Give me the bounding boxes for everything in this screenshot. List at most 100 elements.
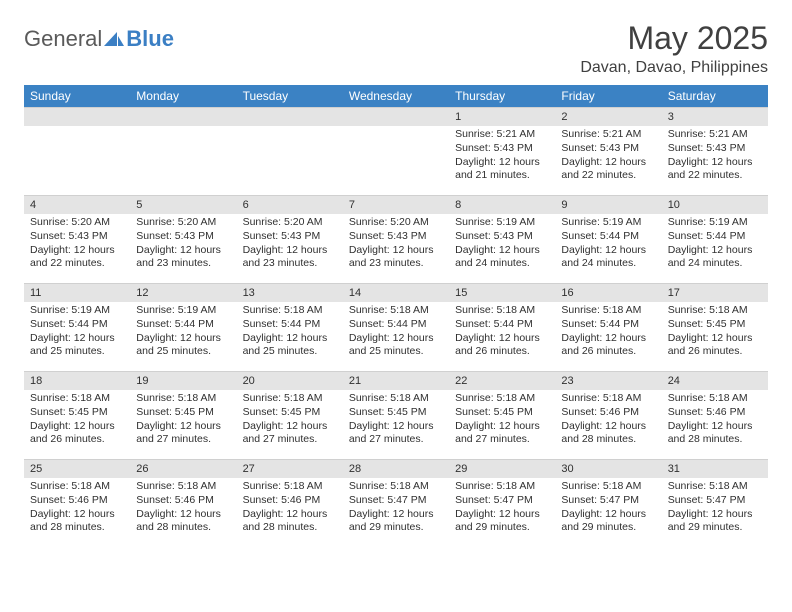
sunrise-line: Sunrise: 5:19 AM <box>561 216 655 230</box>
day-number-bar: 13 <box>237 283 343 302</box>
calendar-page: General Blue May 2025 Davan, Davao, Phil… <box>0 0 792 612</box>
day-content: Sunrise: 5:19 AMSunset: 5:44 PMDaylight:… <box>24 302 130 363</box>
sunrise-line: Sunrise: 5:19 AM <box>668 216 762 230</box>
daylight-line: Daylight: 12 hours and 21 minutes. <box>455 156 549 183</box>
header: General Blue May 2025 Davan, Davao, Phil… <box>24 20 768 77</box>
day-number-bar: 11 <box>24 283 130 302</box>
day-number-bar: 19 <box>130 371 236 390</box>
daylight-line: Daylight: 12 hours and 22 minutes. <box>30 244 124 271</box>
weekday-header: Sunday <box>24 85 130 107</box>
sunrise-line: Sunrise: 5:18 AM <box>136 392 230 406</box>
day-number-bar: 3 <box>662 107 768 126</box>
sunrise-line: Sunrise: 5:20 AM <box>349 216 443 230</box>
day-number-bar: 18 <box>24 371 130 390</box>
sunset-line: Sunset: 5:45 PM <box>668 318 762 332</box>
sunset-line: Sunset: 5:46 PM <box>668 406 762 420</box>
title-block: May 2025 Davan, Davao, Philippines <box>580 20 768 77</box>
sunset-line: Sunset: 5:43 PM <box>30 230 124 244</box>
day-number-bar: 27 <box>237 459 343 478</box>
weekday-header: Friday <box>555 85 661 107</box>
day-number-bar: 24 <box>662 371 768 390</box>
sunset-line: Sunset: 5:47 PM <box>561 494 655 508</box>
month-title: May 2025 <box>580 20 768 57</box>
calendar-day-cell: 17Sunrise: 5:18 AMSunset: 5:45 PMDayligh… <box>662 283 768 371</box>
day-number-bar: 17 <box>662 283 768 302</box>
sunrise-line: Sunrise: 5:19 AM <box>455 216 549 230</box>
sunset-line: Sunset: 5:46 PM <box>561 406 655 420</box>
calendar-day-cell <box>343 107 449 195</box>
calendar-day-cell: 2Sunrise: 5:21 AMSunset: 5:43 PMDaylight… <box>555 107 661 195</box>
sunrise-line: Sunrise: 5:21 AM <box>668 128 762 142</box>
calendar-day-cell: 10Sunrise: 5:19 AMSunset: 5:44 PMDayligh… <box>662 195 768 283</box>
daylight-line: Daylight: 12 hours and 22 minutes. <box>561 156 655 183</box>
day-content: Sunrise: 5:18 AMSunset: 5:46 PMDaylight:… <box>24 478 130 539</box>
logo-text-2: Blue <box>126 26 174 52</box>
sunrise-line: Sunrise: 5:18 AM <box>136 480 230 494</box>
daylight-line: Daylight: 12 hours and 27 minutes. <box>455 420 549 447</box>
day-number-bar <box>343 107 449 126</box>
weekday-header: Tuesday <box>237 85 343 107</box>
day-content: Sunrise: 5:21 AMSunset: 5:43 PMDaylight:… <box>662 126 768 187</box>
sunrise-line: Sunrise: 5:18 AM <box>243 480 337 494</box>
day-number-bar: 4 <box>24 195 130 214</box>
sunset-line: Sunset: 5:43 PM <box>561 142 655 156</box>
sunset-line: Sunset: 5:44 PM <box>136 318 230 332</box>
day-content: Sunrise: 5:18 AMSunset: 5:45 PMDaylight:… <box>237 390 343 451</box>
weekday-header: Thursday <box>449 85 555 107</box>
sunset-line: Sunset: 5:45 PM <box>455 406 549 420</box>
daylight-line: Daylight: 12 hours and 28 minutes. <box>243 508 337 535</box>
daylight-line: Daylight: 12 hours and 22 minutes. <box>668 156 762 183</box>
daylight-line: Daylight: 12 hours and 26 minutes. <box>30 420 124 447</box>
calendar-day-cell: 5Sunrise: 5:20 AMSunset: 5:43 PMDaylight… <box>130 195 236 283</box>
daylight-line: Daylight: 12 hours and 28 minutes. <box>668 420 762 447</box>
sunset-line: Sunset: 5:43 PM <box>668 142 762 156</box>
calendar-day-cell: 22Sunrise: 5:18 AMSunset: 5:45 PMDayligh… <box>449 371 555 459</box>
calendar-week-row: 11Sunrise: 5:19 AMSunset: 5:44 PMDayligh… <box>24 283 768 371</box>
sunset-line: Sunset: 5:44 PM <box>561 230 655 244</box>
day-content: Sunrise: 5:18 AMSunset: 5:45 PMDaylight:… <box>343 390 449 451</box>
calendar-week-row: 25Sunrise: 5:18 AMSunset: 5:46 PMDayligh… <box>24 459 768 547</box>
sunset-line: Sunset: 5:47 PM <box>455 494 549 508</box>
day-content: Sunrise: 5:20 AMSunset: 5:43 PMDaylight:… <box>130 214 236 275</box>
sunrise-line: Sunrise: 5:18 AM <box>30 392 124 406</box>
daylight-line: Daylight: 12 hours and 29 minutes. <box>668 508 762 535</box>
daylight-line: Daylight: 12 hours and 25 minutes. <box>349 332 443 359</box>
sail-icon <box>104 32 124 46</box>
day-number-bar: 22 <box>449 371 555 390</box>
day-number-bar: 26 <box>130 459 236 478</box>
calendar-day-cell: 25Sunrise: 5:18 AMSunset: 5:46 PMDayligh… <box>24 459 130 547</box>
sunset-line: Sunset: 5:44 PM <box>455 318 549 332</box>
day-number-bar: 20 <box>237 371 343 390</box>
daylight-line: Daylight: 12 hours and 23 minutes. <box>243 244 337 271</box>
sunset-line: Sunset: 5:44 PM <box>243 318 337 332</box>
daylight-line: Daylight: 12 hours and 23 minutes. <box>349 244 443 271</box>
sunset-line: Sunset: 5:43 PM <box>455 230 549 244</box>
daylight-line: Daylight: 12 hours and 28 minutes. <box>30 508 124 535</box>
calendar-week-row: 18Sunrise: 5:18 AMSunset: 5:45 PMDayligh… <box>24 371 768 459</box>
weekday-header: Wednesday <box>343 85 449 107</box>
sunset-line: Sunset: 5:47 PM <box>349 494 443 508</box>
calendar-day-cell: 11Sunrise: 5:19 AMSunset: 5:44 PMDayligh… <box>24 283 130 371</box>
sunset-line: Sunset: 5:46 PM <box>30 494 124 508</box>
sunrise-line: Sunrise: 5:18 AM <box>455 304 549 318</box>
sunset-line: Sunset: 5:46 PM <box>136 494 230 508</box>
day-content: Sunrise: 5:19 AMSunset: 5:44 PMDaylight:… <box>555 214 661 275</box>
day-number-bar: 10 <box>662 195 768 214</box>
sunset-line: Sunset: 5:44 PM <box>668 230 762 244</box>
logo: General Blue <box>24 26 174 52</box>
calendar-day-cell: 1Sunrise: 5:21 AMSunset: 5:43 PMDaylight… <box>449 107 555 195</box>
day-number-bar: 25 <box>24 459 130 478</box>
calendar-day-cell: 16Sunrise: 5:18 AMSunset: 5:44 PMDayligh… <box>555 283 661 371</box>
sunrise-line: Sunrise: 5:18 AM <box>668 304 762 318</box>
day-number-bar: 5 <box>130 195 236 214</box>
sunrise-line: Sunrise: 5:18 AM <box>243 392 337 406</box>
sunset-line: Sunset: 5:43 PM <box>136 230 230 244</box>
calendar-day-cell: 27Sunrise: 5:18 AMSunset: 5:46 PMDayligh… <box>237 459 343 547</box>
day-number-bar: 15 <box>449 283 555 302</box>
day-content: Sunrise: 5:18 AMSunset: 5:45 PMDaylight:… <box>24 390 130 451</box>
sunset-line: Sunset: 5:44 PM <box>30 318 124 332</box>
calendar-day-cell: 21Sunrise: 5:18 AMSunset: 5:45 PMDayligh… <box>343 371 449 459</box>
calendar-day-cell: 26Sunrise: 5:18 AMSunset: 5:46 PMDayligh… <box>130 459 236 547</box>
calendar-day-cell: 28Sunrise: 5:18 AMSunset: 5:47 PMDayligh… <box>343 459 449 547</box>
day-number-bar: 9 <box>555 195 661 214</box>
